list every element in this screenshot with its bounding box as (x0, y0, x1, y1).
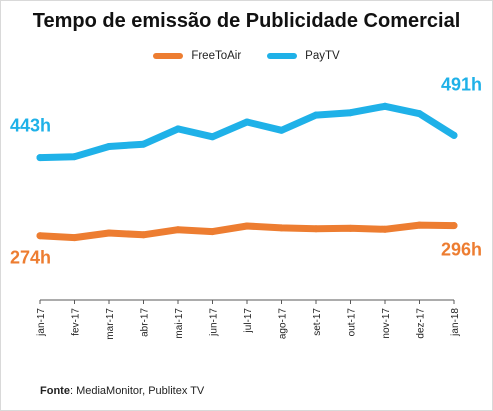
x-tick-label: ago-17 (278, 308, 289, 340)
end-label-paytv: 491h (441, 74, 482, 94)
data-point-paytv (36, 154, 44, 162)
data-point-freetoair (71, 234, 78, 242)
data-point-paytv (71, 153, 78, 161)
x-tick-label: nov-17 (381, 308, 392, 339)
legend-swatch-freetoair (153, 53, 184, 59)
x-tick-label: jul-17 (243, 308, 254, 334)
data-point-freetoair (312, 225, 320, 233)
x-tick-label: dez-17 (416, 308, 427, 339)
data-point-freetoair (347, 224, 354, 232)
source-label: Fonte (40, 385, 70, 397)
legend-label-freetoair: FreeToAir (191, 50, 242, 62)
x-tick-label: jan-18 (450, 308, 461, 337)
x-tick-label: mar-17 (105, 308, 116, 340)
x-tick-label: set-17 (312, 308, 323, 336)
x-tick-label: jun-17 (209, 308, 220, 337)
data-point-paytv (243, 118, 251, 126)
series-line-paytv (36, 102, 458, 162)
data-point-paytv (450, 131, 458, 139)
data-point-paytv (174, 125, 182, 133)
data-point-paytv (105, 142, 113, 150)
data-point-freetoair (278, 224, 285, 232)
data-point-freetoair (174, 226, 182, 234)
legend-item-paytv: PayTV (267, 50, 340, 62)
data-point-freetoair (243, 222, 251, 230)
legend-label-paytv: PayTV (305, 50, 340, 62)
data-point-freetoair (381, 225, 389, 233)
x-tick-label: out-17 (347, 308, 358, 337)
data-point-paytv (209, 133, 216, 141)
data-point-paytv (381, 102, 389, 110)
data-point-paytv (416, 110, 423, 118)
data-point-freetoair (209, 228, 216, 236)
data-point-freetoair (140, 231, 147, 239)
end-label-freetoair: 296h (441, 240, 482, 260)
x-tick-label: fev-17 (71, 308, 82, 336)
x-tick-label: jan-17 (36, 308, 47, 337)
data-point-paytv (347, 109, 354, 117)
chart-title: Tempo de emissão de Publicidade Comercia… (32, 10, 461, 32)
legend-swatch-paytv (267, 53, 298, 59)
data-point-freetoair (450, 222, 458, 230)
legend-item-freetoair: FreeToAir (153, 50, 241, 62)
x-tick-label: abr-17 (140, 308, 151, 337)
source-text: : MediaMonitor, Publitex TV (69, 385, 205, 397)
data-point-paytv (140, 140, 147, 148)
x-tick-label: mai-17 (174, 308, 185, 339)
data-point-freetoair (36, 232, 44, 240)
data-point-freetoair (416, 221, 423, 229)
chart-legend: FreeToAir PayTV (0, 50, 493, 62)
data-point-paytv (312, 111, 320, 119)
start-label-paytv: 443h (10, 116, 51, 136)
source-note: Fonte: MediaMonitor, Publitex TV (40, 385, 204, 397)
start-label-freetoair: 274h (10, 248, 51, 268)
data-point-freetoair (105, 229, 113, 237)
data-point-paytv (278, 126, 285, 134)
